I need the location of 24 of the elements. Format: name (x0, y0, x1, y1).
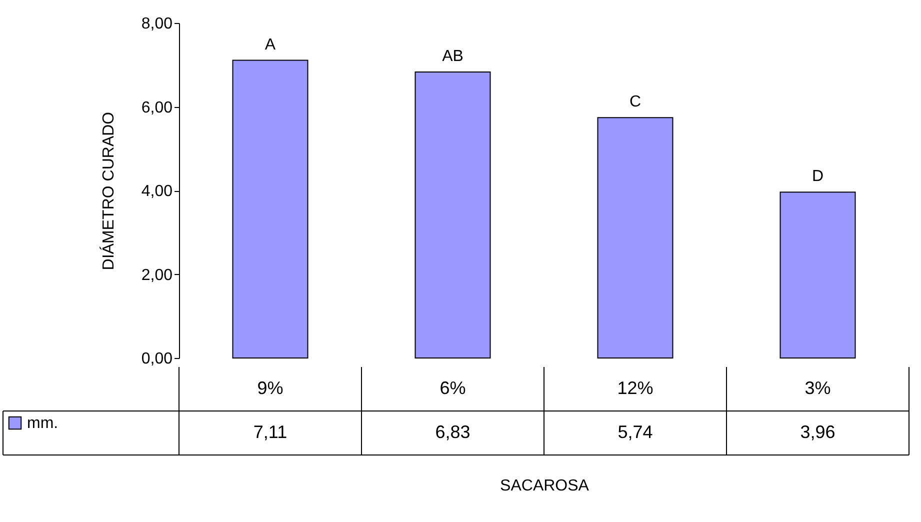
y-axis-title: DIÁMETRO CURADO (99, 112, 118, 270)
annotation: D (812, 168, 824, 186)
data-label: 5,74 (618, 422, 653, 442)
bar (414, 71, 491, 358)
data-label: 6,83 (435, 422, 470, 442)
x-tick-label: 3% (804, 378, 831, 398)
data-label: 7,11 (253, 422, 288, 442)
bar (597, 117, 674, 358)
annotation: A (264, 36, 276, 54)
bar (780, 192, 856, 358)
legend-label: mm. (27, 415, 58, 432)
y-tick-label: 6,00 (141, 99, 173, 116)
y-tick-label: 0,00 (141, 350, 173, 368)
y-tick-label: 4,00 (141, 183, 173, 200)
y-tick-label: 8,00 (141, 16, 173, 32)
x-tick-label: 9% (257, 378, 284, 398)
y-tick-label: 2,00 (141, 266, 173, 284)
data-label: 3,96 (800, 422, 836, 442)
x-tick-label: 12% (617, 378, 654, 398)
bar (232, 60, 308, 358)
x-tick-label: 6% (440, 378, 466, 398)
x-axis-title: SACAROSA (500, 478, 590, 494)
annotation: AB (442, 48, 464, 65)
annotation: C (629, 94, 642, 111)
